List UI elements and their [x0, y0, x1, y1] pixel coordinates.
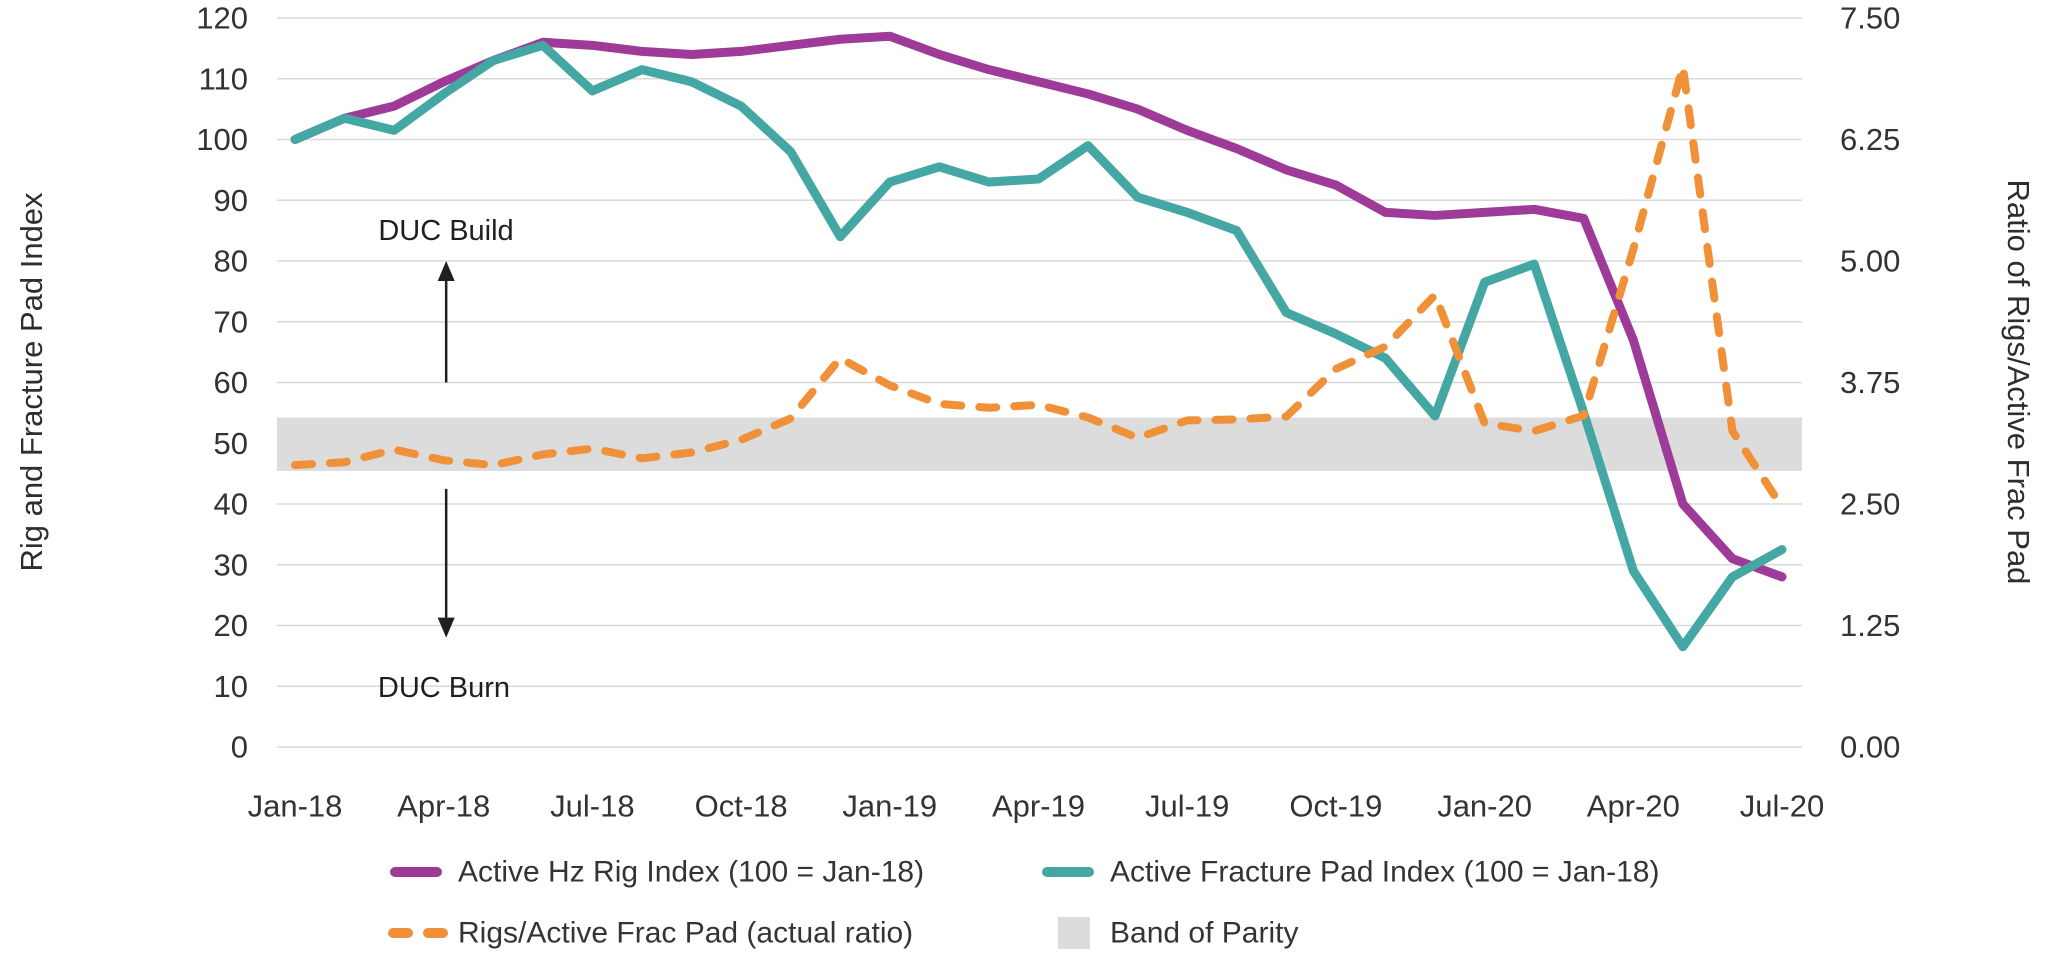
left-axis-tick-label: 110 — [199, 61, 248, 96]
rig-index-line — [290, 31, 1787, 582]
duc-build-label: DUC Build — [378, 215, 513, 247]
legend-swatch-ratio-dash — [388, 928, 413, 938]
legend-swatch-frac-pad-index — [1042, 867, 1094, 877]
legend-label-frac-pad-index: Active Fracture Pad Index (100 = Jan-18) — [1110, 856, 1659, 889]
legend-swatch-band-of-parity — [1058, 917, 1090, 949]
left-axis-tick-label: 120 — [196, 1, 248, 36]
left-axis-tick-label: 80 — [214, 244, 248, 279]
x-axis-tick-label: Jul-19 — [1145, 789, 1229, 824]
legend-label-band-of-parity: Band of Parity — [1110, 917, 1298, 950]
axis-tick-labels: 12011010090807060504030201007.506.255.00… — [196, 1, 1900, 824]
x-axis-tick-label: Apr-20 — [1587, 789, 1680, 824]
left-axis-title: Rig and Fracture Pad Index — [14, 192, 49, 572]
left-axis-tick-label: 50 — [214, 426, 248, 461]
right-axis-tick-label: 3.75 — [1840, 365, 1900, 400]
legend-swatch-ratio-dash — [423, 928, 448, 938]
duc-burn-arrow — [437, 488, 455, 638]
x-axis-tick-label: Jan-18 — [248, 789, 343, 824]
right-axis-title: Ratio of Rigs/Active Frac Pad — [2001, 180, 2036, 585]
x-axis-tick-label: Oct-19 — [1289, 789, 1382, 824]
x-axis-tick-label: Jul-18 — [550, 789, 634, 824]
x-axis-tick-label: Apr-19 — [992, 789, 1085, 824]
left-axis-tick-label: 100 — [196, 122, 248, 157]
x-axis-tick-label: Oct-18 — [695, 789, 788, 824]
ratio-line — [291, 62, 1786, 511]
x-axis-tick-label: Jul-20 — [1740, 789, 1824, 824]
right-axis-tick-label: 7.50 — [1840, 1, 1900, 36]
legend-swatch-rig-index — [390, 867, 442, 877]
left-axis-tick-label: 90 — [214, 183, 248, 218]
arrow-head-icon — [437, 261, 455, 281]
annotation-arrows — [437, 261, 455, 638]
right-axis-tick-label: 2.50 — [1840, 487, 1900, 522]
right-axis-tick-label: 1.25 — [1840, 608, 1900, 643]
x-axis-tick-label: Apr-18 — [397, 789, 490, 824]
duc-burn-label: DUC Burn — [378, 672, 510, 704]
legend-label-ratio: Rigs/Active Frac Pad (actual ratio) — [458, 917, 913, 950]
left-axis-tick-label: 40 — [214, 487, 248, 522]
frac-pad-index-line — [290, 40, 1787, 652]
legend-label-rig-index: Active Hz Rig Index (100 = Jan-18) — [458, 856, 924, 889]
x-axis-tick-label: Jan-20 — [1437, 789, 1532, 824]
left-axis-tick-label: 20 — [214, 608, 248, 643]
left-axis-tick-label: 10 — [214, 669, 248, 704]
left-axis-tick-label: 0 — [231, 730, 248, 765]
left-axis-tick-label: 60 — [214, 365, 248, 400]
left-axis-tick-label: 70 — [214, 304, 248, 339]
right-axis-tick-label: 0.00 — [1840, 730, 1900, 765]
arrow-head-icon — [437, 617, 455, 638]
left-axis-tick-label: 30 — [214, 547, 248, 582]
right-axis-tick-label: 5.00 — [1840, 244, 1900, 279]
duc-build-arrow — [437, 261, 455, 383]
series-lines — [290, 31, 1787, 652]
x-axis-tick-label: Jan-19 — [842, 789, 937, 824]
right-axis-tick-label: 6.25 — [1840, 122, 1900, 157]
